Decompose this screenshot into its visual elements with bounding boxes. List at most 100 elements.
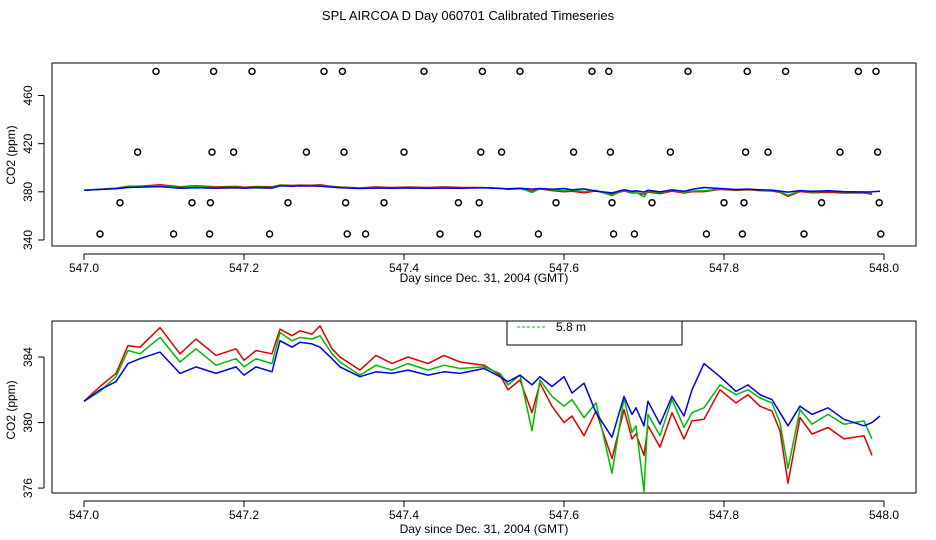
top-x-tick-label: 547.2	[229, 261, 259, 275]
scatter-point	[478, 67, 487, 76]
scatter-point	[477, 148, 485, 156]
scatter-point	[875, 198, 883, 207]
scatter-point	[208, 148, 216, 156]
top-series-lines	[83, 183, 881, 198]
scatter-point	[606, 148, 615, 156]
scatter-point	[781, 67, 790, 76]
scatter-point	[420, 67, 428, 76]
scatter-point	[743, 67, 751, 76]
scatter-point	[96, 230, 104, 238]
scatter-point	[152, 67, 160, 76]
legend-box	[506, 320, 683, 346]
series-line-blue	[83, 339, 881, 439]
top-y-tick-label: 460	[21, 85, 35, 105]
scatter-point	[836, 148, 844, 156]
bottom-x-tick-label: 548.0	[869, 508, 899, 522]
scatter-point	[648, 198, 656, 207]
scatter-point	[630, 230, 639, 238]
scatter-point	[400, 148, 408, 156]
legend: 5.8 m	[506, 320, 683, 346]
scatter-point	[188, 198, 196, 207]
scatter-point	[605, 67, 613, 76]
scatter-point	[854, 67, 863, 76]
scatter-point	[800, 230, 808, 238]
legend-label: 5.8 m	[556, 320, 586, 334]
scatter-point	[475, 198, 483, 207]
bottom-panel: 547.0 547.2 547.4 547.6 547.8 548.0 376 380 384…	[4, 320, 917, 536]
scatter-point	[341, 198, 350, 207]
bottom-x-tick-label: 547.8	[709, 508, 739, 522]
top-x-tick-label: 547.4	[389, 261, 419, 275]
scatter-point	[877, 230, 885, 238]
top-y-tick-label: 420	[21, 133, 35, 153]
scatter-point	[588, 67, 596, 76]
top-y-axis-label: CO2 (ppm)	[4, 125, 18, 184]
series-line-red	[83, 325, 873, 484]
bottom-y-tick-label: 380	[21, 412, 35, 432]
scatter-point	[169, 230, 178, 238]
scatter-point	[338, 67, 347, 76]
top-y-tick-label: 340	[21, 230, 35, 250]
scatter-point	[740, 198, 748, 207]
scatter-point	[248, 67, 256, 76]
scatter-point	[569, 148, 578, 156]
scatter-point	[133, 148, 142, 156]
top-y-axis: 340 380 420 460	[21, 85, 45, 250]
scatter-point	[302, 148, 311, 156]
scatter-point	[741, 148, 750, 156]
top-x-tick-label: 547.0	[69, 261, 99, 275]
scatter-point	[343, 230, 351, 238]
scatter-point	[229, 148, 238, 156]
scatter-point	[516, 67, 524, 76]
top-plot-frame	[51, 62, 917, 247]
scatter-point	[284, 198, 292, 207]
scatter-point	[497, 148, 506, 156]
series-line-green	[83, 331, 873, 493]
scatter-point	[872, 67, 880, 76]
bottom-x-axis: 547.0 547.2 547.4 547.6 547.8 548.0	[69, 500, 899, 522]
scatter-point	[702, 230, 711, 238]
top-series-line-blue	[83, 185, 881, 194]
top-y-tick-label: 380	[21, 181, 35, 201]
scatter-point	[817, 198, 826, 207]
scatter-point	[534, 230, 543, 238]
scatter-point	[361, 230, 370, 238]
figure-title: SPL AIRCOA D Day 060701 Calibrated Times…	[321, 8, 615, 23]
scatter-point	[436, 230, 444, 238]
scatter-point	[116, 198, 124, 207]
scatter-point	[205, 230, 214, 238]
scatter-point	[764, 148, 772, 156]
bottom-y-axis-label: CO2 (ppm)	[4, 380, 18, 439]
bottom-y-tick-label: 384	[21, 347, 35, 367]
top-x-tick-label: 548.0	[869, 261, 899, 275]
scatter-point	[720, 198, 728, 207]
scatter-point	[552, 198, 560, 207]
scatter-point	[473, 230, 482, 238]
scatter-point	[209, 67, 218, 76]
bottom-x-axis-label: Day since Dec. 31, 2004 (GMT)	[400, 522, 569, 536]
scatter-point	[265, 230, 274, 238]
scatter-point	[340, 148, 348, 156]
bottom-x-tick-label: 547.4	[389, 508, 419, 522]
scatter-point	[320, 67, 328, 76]
scatter-point	[666, 148, 675, 156]
bottom-x-tick-label: 547.0	[69, 508, 99, 522]
scatter-point	[380, 198, 388, 207]
scatter-point	[608, 198, 616, 207]
bottom-x-tick-label: 547.2	[229, 508, 259, 522]
bottom-y-axis: 376 380 384	[21, 347, 45, 498]
bottom-plot-frame	[51, 320, 917, 494]
bottom-x-tick-label: 547.6	[549, 508, 579, 522]
top-x-tick-label: 547.6	[549, 261, 579, 275]
scatter-point	[206, 198, 215, 207]
top-x-axis-label: Day since Dec. 31, 2004 (GMT)	[400, 271, 569, 285]
top-x-tick-label: 547.8	[709, 261, 739, 275]
top-panel: 547.0 547.2 547.4 547.6 547.8 548.0 340 380 420…	[4, 62, 917, 285]
bottom-y-tick-label: 376	[21, 478, 35, 498]
scatter-point	[738, 230, 747, 238]
top-x-axis: 547.0 547.2 547.4 547.6 547.8 548.0	[69, 253, 899, 275]
scatter-point	[684, 67, 692, 76]
top-scatter-points	[96, 67, 885, 238]
scatter-point	[454, 198, 463, 207]
